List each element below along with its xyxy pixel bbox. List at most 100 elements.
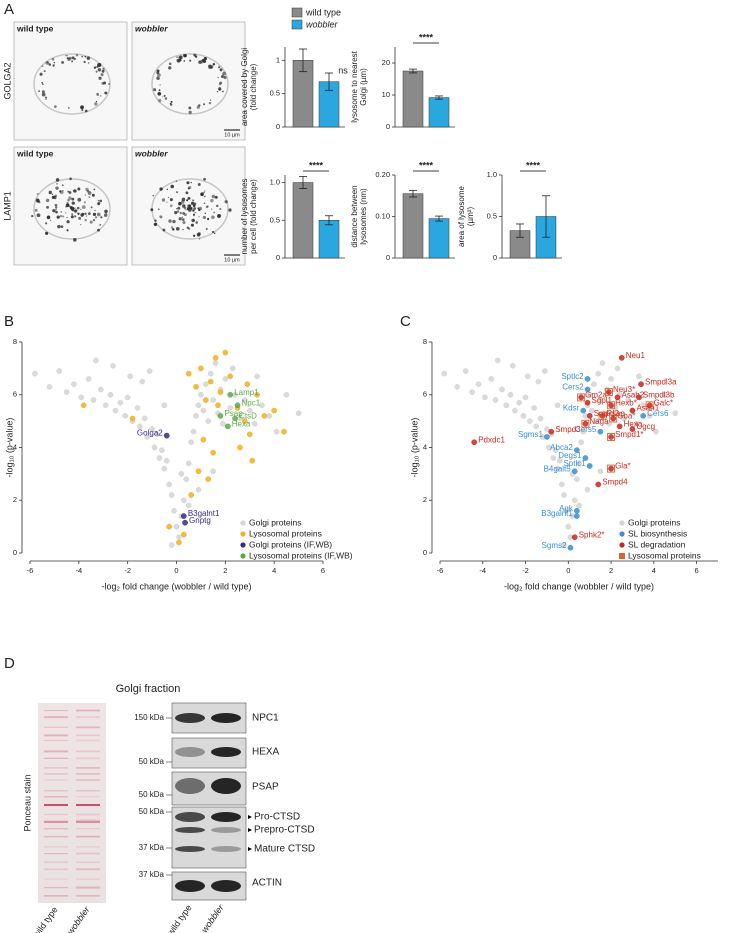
stain-dot <box>94 210 96 212</box>
y-axis-label: lysosomes (nm) <box>359 188 368 245</box>
point <box>176 539 182 546</box>
stain-dot <box>68 196 72 200</box>
point <box>171 507 177 514</box>
point <box>537 415 544 422</box>
point <box>80 402 87 409</box>
stain-dot <box>186 226 189 229</box>
point <box>190 428 197 435</box>
point <box>139 378 146 385</box>
lane-label: wobbler <box>65 904 92 933</box>
point <box>85 376 92 382</box>
stain-dot <box>104 91 108 95</box>
point <box>482 394 488 401</box>
point <box>625 397 632 403</box>
stain-dot <box>31 214 34 218</box>
stain-dot <box>168 219 172 223</box>
point-label: Cers2 <box>562 383 584 392</box>
point <box>593 418 599 424</box>
stain-dot <box>83 60 86 64</box>
point <box>122 413 129 419</box>
stain-dot <box>182 204 186 208</box>
error-bar <box>299 48 307 73</box>
stain-dot <box>176 207 178 210</box>
stain-dot <box>221 75 224 79</box>
significance: ns <box>338 65 348 75</box>
stain-dot <box>87 191 92 195</box>
stain-dot <box>203 202 206 205</box>
point <box>471 439 478 446</box>
point <box>552 447 559 453</box>
stain-dot <box>166 201 168 203</box>
point <box>584 399 591 406</box>
stain-dot <box>95 66 97 68</box>
point <box>633 420 640 427</box>
stain-dot <box>186 181 190 185</box>
stain-dot <box>150 208 154 212</box>
point <box>576 460 582 467</box>
stain-dot <box>181 218 185 221</box>
stain-dot <box>56 215 60 219</box>
x-tick-label: 2 <box>609 566 613 575</box>
stain-dot <box>210 208 213 210</box>
stain-dot <box>76 206 80 210</box>
stain-dot <box>55 210 58 214</box>
point <box>556 457 563 464</box>
stain-dot <box>74 215 77 218</box>
point-label: Sphk2* <box>579 530 605 539</box>
ponceau-label: Ponceau stain <box>22 774 32 831</box>
stain-dot <box>208 101 212 105</box>
stain-dot <box>44 96 48 99</box>
stain-dot <box>67 199 70 202</box>
stain-dot <box>172 219 176 224</box>
point <box>271 407 278 414</box>
stain-dot <box>46 215 51 220</box>
point-square <box>607 433 616 441</box>
point <box>599 360 606 366</box>
stain-dot <box>219 207 222 211</box>
stain-dot <box>213 211 216 214</box>
point <box>146 368 153 374</box>
point <box>110 362 116 369</box>
stain-dot <box>169 102 172 105</box>
stain-dot <box>164 97 168 100</box>
stain-dot <box>181 197 186 202</box>
point <box>168 542 175 548</box>
stain-dot <box>179 211 183 215</box>
point <box>102 402 109 409</box>
point <box>185 460 192 467</box>
point <box>168 492 175 498</box>
stain-dot <box>75 54 79 57</box>
stain-dot <box>61 60 65 64</box>
stain-dot <box>154 219 157 222</box>
stain-dot <box>197 207 200 210</box>
stain-dot <box>57 224 61 229</box>
stain-dot <box>60 225 64 229</box>
y-tick-label: 2 <box>13 495 17 504</box>
point <box>112 407 119 414</box>
y-axis-label: (µm²) <box>466 207 475 227</box>
stain-dot <box>203 56 207 61</box>
point <box>591 381 597 388</box>
stain-dot <box>97 68 102 72</box>
column-label: wobbler <box>135 23 168 33</box>
x-tick-label: 0 <box>566 566 570 575</box>
stain-dot <box>203 191 205 194</box>
stain-dot <box>211 194 216 199</box>
point-label: B4galt5 <box>544 464 572 473</box>
stain-dot <box>187 204 191 208</box>
point <box>188 439 194 446</box>
point-label: Asah2 <box>621 390 644 399</box>
point-label: Smpd3 <box>555 425 581 434</box>
point-label: Smpd1* <box>615 430 643 439</box>
error-bar <box>516 223 524 238</box>
point <box>610 415 617 422</box>
point <box>283 391 290 398</box>
point <box>32 370 38 377</box>
stain-dot <box>181 216 184 218</box>
point <box>597 397 604 403</box>
point <box>129 415 136 422</box>
x-tick-label: 2 <box>223 566 227 575</box>
bar <box>402 70 424 128</box>
micrograph <box>13 21 128 141</box>
